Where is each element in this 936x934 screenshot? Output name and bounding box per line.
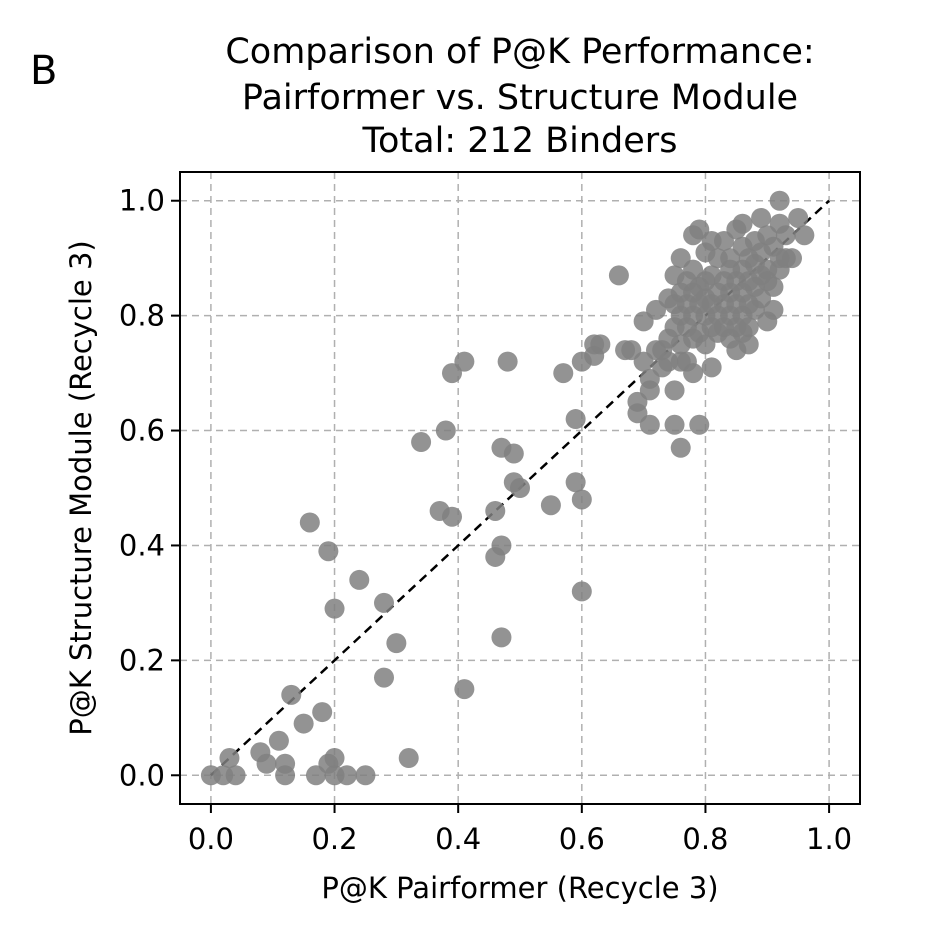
data-point [386, 633, 407, 654]
data-point [374, 592, 394, 613]
data-point [670, 437, 691, 458]
chart-title-line-2: Pairformer vs. Structure Module [242, 78, 798, 118]
data-point [540, 495, 561, 516]
data-point [664, 380, 685, 401]
data-point [751, 207, 772, 228]
x-tick-label: 0.0 [188, 822, 234, 856]
data-point [571, 489, 592, 510]
y-tick-label: 0.0 [119, 758, 165, 792]
y-axis-label: P@K Structure Module (Recycle 3) [64, 240, 98, 735]
data-point [788, 207, 809, 228]
x-axis-ticks: 0.0 0.2 0.4 0.6 0.8 1.0 [188, 804, 852, 856]
data-point [491, 535, 512, 556]
y-tick-label: 0.8 [119, 299, 165, 333]
data-point [324, 748, 345, 769]
data-point [769, 190, 790, 211]
data-point [355, 765, 376, 786]
data-point [299, 512, 320, 533]
data-point [782, 248, 802, 269]
data-point [701, 357, 722, 378]
x-tick-label: 0.8 [682, 822, 728, 856]
data-point [763, 276, 784, 297]
data-point [225, 765, 246, 786]
data-point [219, 748, 240, 769]
data-point [683, 363, 704, 384]
data-point [608, 265, 629, 286]
plot-frame [179, 171, 861, 805]
y-tick-label: 0.4 [119, 528, 165, 562]
data-point [503, 443, 524, 464]
data-point [312, 702, 333, 723]
data-point [336, 765, 357, 786]
data-point [398, 748, 419, 769]
data-point [491, 627, 512, 648]
data-point [565, 472, 586, 493]
data-point [571, 581, 592, 602]
data-point [553, 363, 574, 384]
x-tick-label: 1.0 [806, 822, 852, 856]
data-point [318, 541, 339, 562]
y-tick-label: 1.0 [119, 184, 165, 218]
data-point [565, 409, 586, 430]
data-point [324, 598, 345, 619]
data-points [200, 190, 815, 786]
x-tick-label: 0.2 [311, 822, 357, 856]
data-point [411, 432, 432, 453]
data-point [485, 500, 506, 521]
data-point [775, 225, 796, 246]
data-point [639, 380, 660, 401]
data-point [738, 334, 759, 355]
data-point [763, 299, 784, 320]
data-point [293, 713, 314, 734]
y-tick-label: 0.2 [119, 643, 165, 677]
y-tick-label: 0.6 [119, 414, 165, 448]
data-point [497, 351, 518, 372]
data-point [664, 414, 685, 435]
data-point [454, 679, 475, 700]
data-point [256, 753, 277, 774]
data-point [510, 478, 530, 498]
data-point [454, 351, 475, 372]
data-point [268, 730, 289, 751]
data-point [738, 317, 759, 338]
data-point [794, 225, 815, 246]
data-point [590, 334, 611, 355]
data-point [275, 753, 296, 774]
chart-title-line-1: Comparison of P@K Performance: [225, 32, 814, 72]
chart-title-line-3: Total: 212 Binders [362, 121, 678, 161]
data-point [281, 684, 302, 705]
data-point [732, 213, 753, 234]
x-tick-label: 0.4 [435, 822, 481, 856]
data-point [689, 414, 710, 435]
data-point [442, 506, 462, 527]
x-tick-label: 0.6 [559, 822, 605, 856]
x-axis-label: P@K Pairformer (Recycle 3) [321, 871, 718, 905]
panel-label: B [30, 48, 57, 94]
y-axis-ticks: 0.0 0.2 0.4 0.6 0.8 1.0 [119, 184, 180, 792]
data-point [435, 420, 456, 441]
data-point [349, 569, 370, 590]
data-point [639, 414, 660, 435]
data-point [374, 667, 394, 688]
